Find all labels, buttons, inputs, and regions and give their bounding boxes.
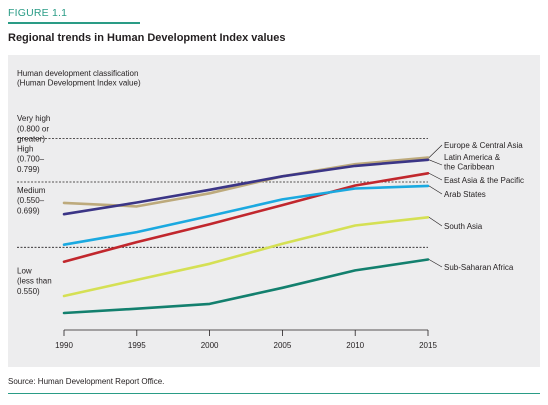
series-label-4: South Asia <box>444 222 483 231</box>
band-label-2: Medium (0.550– 0.699) <box>17 186 46 215</box>
x-tick-label-5: 2015 <box>419 341 437 350</box>
x-tick-label-4: 2010 <box>346 341 364 350</box>
series-label-0: Europe & Central Asia <box>444 141 523 150</box>
band-label-3: Low (less than 0.550) <box>17 266 52 295</box>
leader-line-4 <box>428 217 443 227</box>
series-label-3: Arab States <box>444 190 486 199</box>
leader-line-2 <box>428 173 443 181</box>
series-line-3 <box>62 184 430 246</box>
series-line-2 <box>62 172 430 264</box>
figure-label: FIGURE 1.1 <box>8 7 68 19</box>
bottom-rule <box>8 393 540 394</box>
source-note: Source: Human Development Report Office. <box>8 377 165 386</box>
leader-line-1 <box>428 159 443 166</box>
y-axis-title: Human development classification (Human D… <box>17 69 141 88</box>
series-label-2: East Asia & the Pacific <box>444 176 524 185</box>
leader-line-5 <box>428 259 443 268</box>
x-tick-label-2: 2000 <box>201 341 219 350</box>
series-line-5 <box>62 258 430 315</box>
series-line-0 <box>62 156 430 208</box>
series-label-1: Latin America & the Caribbean <box>444 153 501 171</box>
series-label-5: Sub-Saharan Africa <box>444 263 514 272</box>
x-tick-label-1: 1995 <box>128 341 146 350</box>
x-tick-label-3: 2005 <box>274 341 292 350</box>
series-line-1 <box>62 158 430 216</box>
chart-title: Regional trends in Human Development Ind… <box>8 32 286 44</box>
band-label-0: Very high (0.800 or greater) <box>17 114 50 143</box>
figure-label-underline <box>8 22 140 24</box>
leader-line-0 <box>428 144 443 158</box>
band-label-1: High (0.700– 0.799) <box>17 145 45 174</box>
x-tick-label-0: 1990 <box>55 341 73 350</box>
leader-line-3 <box>428 185 443 195</box>
series-line-4 <box>62 216 430 298</box>
chart-panel <box>8 55 540 367</box>
